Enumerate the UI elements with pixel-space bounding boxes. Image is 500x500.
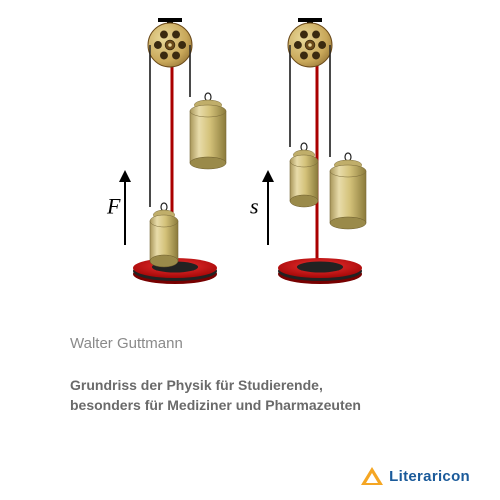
publisher-logo-icon <box>361 467 383 485</box>
title-line-1: Grundriss der Physik für Studierende, <box>70 377 323 393</box>
physics-diagram: F s <box>0 10 500 310</box>
publisher-name: Literaricon <box>389 468 470 485</box>
svg-text:s: s <box>250 194 259 219</box>
left-pulley-system: F <box>106 18 226 284</box>
pulley-diagram-svg: F s <box>0 10 500 310</box>
title-line-2: besonders für Mediziner und Pharmazeuten <box>70 397 361 413</box>
book-cover: F s Walter Guttmann Grundriss der Physik… <box>0 0 500 500</box>
right-pulley-system: s <box>250 18 366 284</box>
publisher-block: Literaricon <box>361 467 470 485</box>
svg-text:F: F <box>106 194 121 219</box>
book-title: Grundriss der Physik für Studierende, be… <box>70 375 361 416</box>
author-name: Walter Guttmann <box>70 335 183 352</box>
